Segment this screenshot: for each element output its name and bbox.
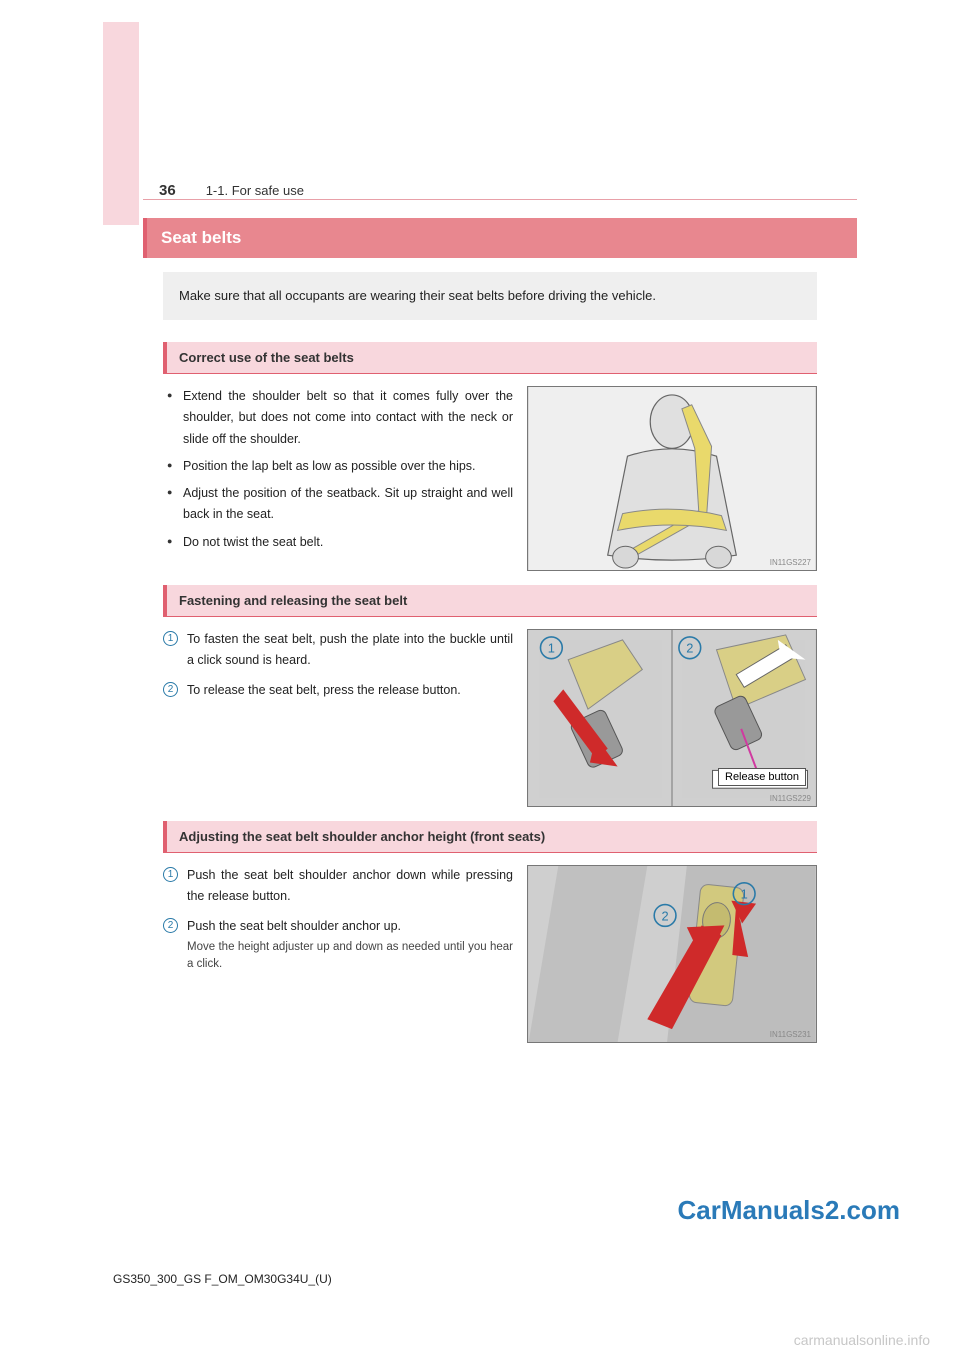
list-item: 2 To release the seat belt, press the re… — [163, 680, 513, 701]
svg-text:2: 2 — [662, 909, 669, 924]
page-content: 36 1-1. For safe use Seat belts Make sur… — [103, 22, 857, 1057]
list-item: 1 To fasten the seat belt, push the plat… — [163, 629, 513, 672]
svg-text:2: 2 — [686, 641, 693, 656]
svg-text:1: 1 — [741, 887, 748, 902]
footer-doc-code: GS350_300_GS F_OM_OM30G34U_(U) — [113, 1272, 332, 1286]
step-text: Push the seat belt shoulder anchor up. — [187, 919, 401, 933]
step-text: To release the seat belt, press the rele… — [187, 683, 461, 697]
section-heading-fasten: Fastening and releasing the seat belt — [163, 585, 817, 617]
section-body-correct-use: Extend the shoulder belt so that it come… — [163, 386, 817, 571]
adjust-figure-col: 1 2 IN11GS231 — [527, 865, 817, 1043]
adjust-text: 1 Push the seat belt shoulder anchor dow… — [163, 865, 513, 1043]
section-body-fasten: 1 To fasten the seat belt, push the plat… — [163, 629, 817, 807]
list-item: Position the lap belt as low as possible… — [163, 456, 513, 477]
figure-id: IN11GS231 — [770, 1030, 811, 1039]
page-header: 36 1-1. For safe use — [103, 22, 857, 199]
svg-text:1: 1 — [548, 641, 555, 656]
list-item: 1 Push the seat belt shoulder anchor dow… — [163, 865, 513, 908]
list-item: Do not twist the seat belt. — [163, 532, 513, 553]
figure-callout-label: Release button — [718, 768, 806, 786]
section-heading-correct-use: Correct use of the seat belts — [163, 342, 817, 374]
section-heading-adjust: Adjusting the seat belt shoulder anchor … — [163, 821, 817, 853]
anchor-illustration-icon: 1 2 — [528, 866, 816, 1042]
figure-correct-use: IN11GS227 — [527, 386, 817, 571]
figure-adjust: 1 2 IN11GS231 — [527, 865, 817, 1043]
intro-callout: Make sure that all occupants are wearing… — [163, 272, 817, 320]
figure-id: IN11GS229 — [770, 794, 811, 803]
step-marker-2: 2 — [163, 682, 178, 697]
step-marker-1: 1 — [163, 867, 178, 882]
list-item: Extend the shoulder belt so that it come… — [163, 386, 513, 450]
correct-use-figure-col: IN11GS227 — [527, 386, 817, 571]
header-rule — [143, 199, 857, 200]
fasten-figure-col: 1 2 Release button IN11GS229 — [527, 629, 817, 807]
main-heading: Seat belts — [143, 218, 857, 258]
page-number: 36 — [159, 182, 176, 199]
step-note: Move the height adjuster up and down as … — [187, 939, 513, 974]
list-item: Adjust the position of the seatback. Sit… — [163, 483, 513, 526]
correct-use-text: Extend the shoulder belt so that it come… — [163, 386, 513, 571]
watermark-brand: CarManuals2.com — [677, 1195, 900, 1226]
seatbelt-illustration-icon — [528, 387, 816, 570]
page-container: 36 1-1. For safe use Seat belts Make sur… — [0, 0, 960, 1358]
site-watermark: carmanualsonline.info — [794, 1332, 930, 1348]
section-body-adjust: 1 Push the seat belt shoulder anchor dow… — [163, 865, 817, 1043]
fasten-text: 1 To fasten the seat belt, push the plat… — [163, 629, 513, 807]
step-marker-2: 2 — [163, 918, 178, 933]
list-item: 2 Push the seat belt shoulder anchor up.… — [163, 916, 513, 974]
step-text: Push the seat belt shoulder anchor down … — [187, 868, 513, 903]
figure-id: IN11GS227 — [770, 558, 811, 567]
step-marker-1: 1 — [163, 631, 178, 646]
figure-fasten: 1 2 Release button IN11GS229 — [527, 629, 817, 807]
breadcrumb: 1-1. For safe use — [206, 183, 304, 198]
step-text: To fasten the seat belt, push the plate … — [187, 632, 513, 667]
